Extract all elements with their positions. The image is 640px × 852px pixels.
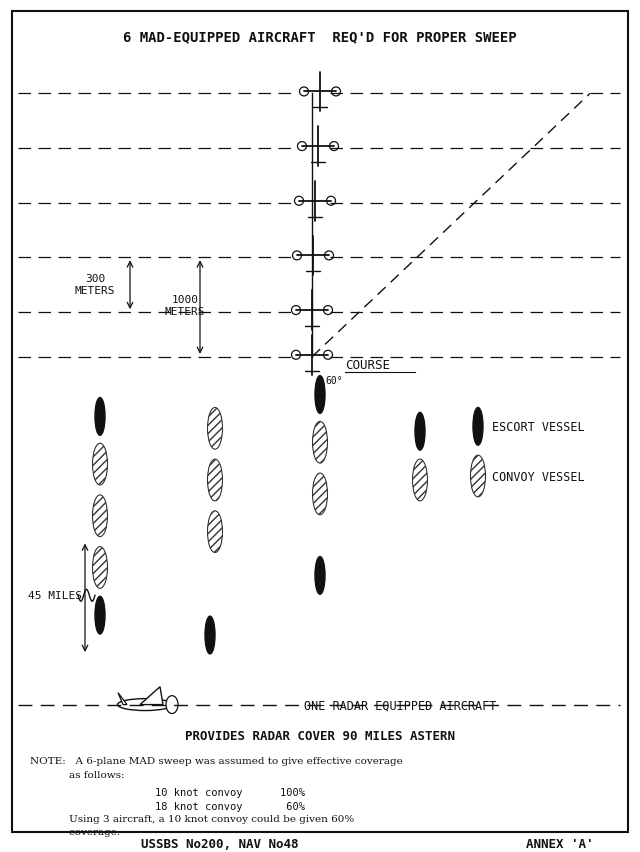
Text: CONVOY VESSEL: CONVOY VESSEL xyxy=(492,470,584,483)
Text: 18 knot convoy       60%: 18 knot convoy 60% xyxy=(30,801,305,811)
Text: 6 MAD-EQUIPPED AIRCRAFT  REQ'D FOR PROPER SWEEP: 6 MAD-EQUIPPED AIRCRAFT REQ'D FOR PROPER… xyxy=(123,30,517,43)
Ellipse shape xyxy=(166,696,178,714)
Ellipse shape xyxy=(93,495,108,537)
Ellipse shape xyxy=(415,413,425,451)
Text: 300
METERS: 300 METERS xyxy=(75,274,115,296)
Ellipse shape xyxy=(413,459,428,501)
Ellipse shape xyxy=(312,474,328,515)
Text: 10 knot convoy      100%: 10 knot convoy 100% xyxy=(30,787,305,797)
Text: ONE RADAR EQUIPPED AIRCRAFT: ONE RADAR EQUIPPED AIRCRAFT xyxy=(304,699,496,711)
Polygon shape xyxy=(118,693,127,705)
Text: COURSE: COURSE xyxy=(345,359,390,371)
Ellipse shape xyxy=(207,408,223,450)
Ellipse shape xyxy=(207,459,223,501)
Text: coverage.: coverage. xyxy=(30,826,120,836)
Ellipse shape xyxy=(315,377,325,414)
Text: Using 3 aircraft, a 10 knot convoy could be given 60%: Using 3 aircraft, a 10 knot convoy could… xyxy=(30,814,355,823)
Ellipse shape xyxy=(315,557,325,595)
Ellipse shape xyxy=(207,511,223,553)
Ellipse shape xyxy=(95,398,105,435)
Text: 60°: 60° xyxy=(325,375,342,385)
Ellipse shape xyxy=(95,596,105,634)
Text: NOTE:   A 6-plane MAD sweep was assumed to give effective coverage: NOTE: A 6-plane MAD sweep was assumed to… xyxy=(30,757,403,765)
Ellipse shape xyxy=(470,456,486,498)
Text: ANNEX 'A': ANNEX 'A' xyxy=(526,837,594,849)
Ellipse shape xyxy=(93,444,108,486)
Text: 1000
METERS: 1000 METERS xyxy=(164,295,205,316)
Text: as follows:: as follows: xyxy=(30,770,125,780)
Text: ESCORT VESSEL: ESCORT VESSEL xyxy=(492,420,584,434)
Ellipse shape xyxy=(473,408,483,446)
Text: 45 MILES: 45 MILES xyxy=(28,590,82,601)
Ellipse shape xyxy=(118,699,173,711)
Ellipse shape xyxy=(205,616,215,654)
Text: PROVIDES RADAR COVER 90 MILES ASTERN: PROVIDES RADAR COVER 90 MILES ASTERN xyxy=(185,729,455,743)
Text: USSBS No200, NAV No48: USSBS No200, NAV No48 xyxy=(141,837,299,849)
Ellipse shape xyxy=(312,422,328,463)
Ellipse shape xyxy=(93,547,108,589)
Polygon shape xyxy=(140,687,163,705)
